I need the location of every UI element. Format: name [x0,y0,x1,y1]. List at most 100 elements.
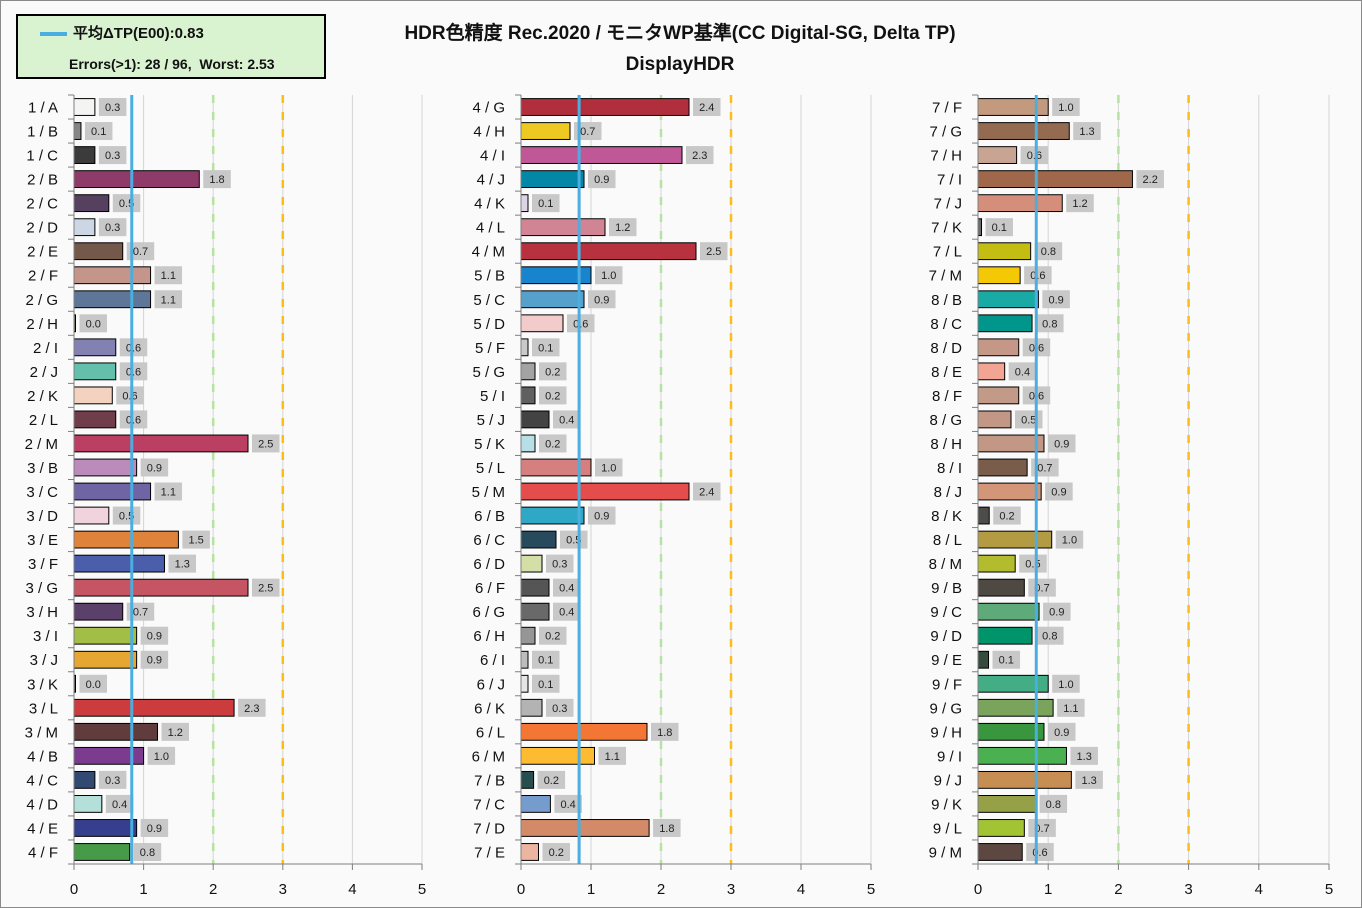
category-label: 7 / F [932,100,962,117]
data-label: 1.0 [601,270,616,282]
category-label: 6 / F [475,580,505,597]
x-tick-label: 3 [727,881,735,898]
data-label: 2.5 [258,438,273,450]
bar [520,602,550,621]
data-label-background [1073,122,1101,141]
category-label: 5 / K [474,436,505,453]
bar [73,338,117,357]
bar [977,843,1023,861]
data-label-background [1024,266,1052,285]
data-label-background [539,362,567,381]
bar [977,530,1053,549]
category-label: 4 / M [472,244,505,261]
category-label: 4 / I [480,148,505,165]
data-label: 0.9 [1051,487,1066,499]
data-label: 2.4 [699,487,714,499]
legend-box: 平均ΔTP(E00):0.83 Errors(>1): 28 / 96, Wor… [16,14,326,79]
category-label: 7 / G [929,124,962,141]
bar [520,242,697,261]
data-label: 1.1 [605,751,620,763]
data-label-background [119,338,148,357]
data-label-background [588,290,616,309]
category-label: 3 / D [26,508,58,525]
data-label: 2.5 [258,583,273,595]
x-tick-label: 3 [279,881,287,898]
category-label: 7 / J [934,196,962,213]
data-label-background [1020,146,1049,165]
data-label-background [154,482,183,501]
x-tick-label: 2 [1114,881,1122,898]
data-label-background [1052,98,1080,117]
bar [73,242,124,261]
data-label: 0.9 [147,631,162,643]
bar [73,266,152,285]
category-label: 9 / I [937,748,962,765]
data-label: 0.7 [1034,583,1049,595]
category-label: 4 / H [473,124,505,141]
category-label: 4 / K [474,196,505,213]
bar [520,434,536,453]
data-label: 1.3 [1079,126,1094,138]
data-label: 0.0 [86,679,101,691]
data-label-background [1052,674,1080,693]
data-label: 0.8 [1041,246,1056,258]
data-label: 0.1 [538,198,553,210]
category-label: 8 / D [930,340,962,357]
data-label-background [700,242,728,261]
category-label: 9 / E [931,652,962,669]
bar [520,482,690,501]
data-label: 0.9 [1049,607,1064,619]
data-label: 2.5 [706,246,721,258]
data-label: 0.4 [1015,366,1030,378]
data-label-background [553,578,581,597]
category-label: 6 / H [473,628,505,645]
bar [977,194,1063,213]
data-label: 2.3 [244,703,259,715]
bar [977,746,1067,765]
bar [520,626,536,645]
category-label: 9 / D [930,628,962,645]
data-label-background [112,194,141,213]
data-label-background [985,218,1014,237]
data-label-background [560,530,588,549]
data-label-background [126,602,155,621]
data-label-background [154,290,183,309]
data-label-background [79,314,107,333]
data-label: 1.1 [1063,703,1078,715]
category-label: 3 / K [27,676,58,693]
bar [977,650,990,669]
data-label: 0.2 [545,390,560,402]
data-label-background [182,530,210,549]
data-label-background [98,770,127,789]
category-label: 7 / I [937,172,962,189]
data-label-background [84,122,113,141]
bar [520,314,564,333]
bar [73,626,138,645]
data-label: 0.8 [140,847,155,859]
bar [73,530,179,549]
data-label: 1.0 [1058,679,1073,691]
data-label: 0.9 [594,511,609,523]
category-label: 3 / G [25,580,58,597]
data-label: 0.4 [561,799,576,811]
bar [520,578,550,597]
data-label: 0.4 [112,799,127,811]
category-label: 4 / C [26,772,58,789]
data-label-background [1075,770,1103,789]
data-label-background [588,506,616,525]
category-label: 2 / C [26,196,58,213]
category-label: 4 / G [472,100,505,117]
category-label: 8 / G [929,412,962,429]
data-label-background [539,386,567,405]
data-label-background [1047,722,1076,741]
bar [73,458,138,477]
data-label: 0.2 [544,775,559,787]
data-label-background [252,434,280,453]
bar [520,218,606,237]
data-label-background [651,722,679,741]
data-label: 0.3 [105,102,120,114]
data-label: 0.7 [133,246,148,258]
bar [977,338,1020,357]
bar [977,410,1012,429]
category-label: 7 / L [933,244,962,261]
